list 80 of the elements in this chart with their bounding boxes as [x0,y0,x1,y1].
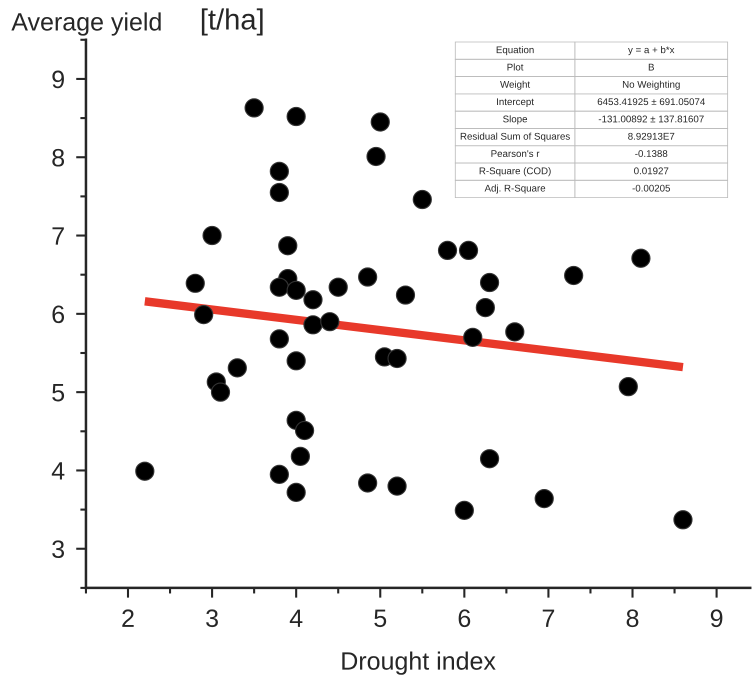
point [476,298,495,318]
point [358,267,378,287]
annotation: Intercept [497,98,534,108]
annotation: Plot [508,63,524,71]
point [210,382,230,402]
point [286,482,306,502]
point [480,272,500,292]
point [270,278,289,297]
annotation: No Weighting [622,80,680,90]
point [454,500,474,520]
point [618,377,638,396]
x-tick-label: 2 [122,609,134,627]
x-tick-label: 3 [206,609,218,628]
point [328,278,348,297]
annotation: -0.00205 [632,184,670,192]
point [673,510,693,530]
point [412,190,432,210]
annotation: Equation [496,46,534,56]
annotation: Adj. R-Square [484,184,546,194]
point [458,240,478,260]
y-tick-label: 5 [52,384,64,402]
y-tick-label: 7 [52,227,64,245]
point [228,358,247,378]
annotation: Pearson's r [491,150,540,158]
point [320,312,340,332]
annotation: -0.1388 [635,150,668,158]
point [244,98,264,118]
x-tick-label: 9 [710,609,722,628]
point [438,240,458,260]
annotation: Slope [503,115,528,124]
annotation: R-Square (COD) [480,167,551,176]
point [505,322,524,342]
annotation: 8.92913E7 [628,132,674,140]
x-tick-label: 5 [374,610,386,628]
point [278,236,298,256]
point [290,446,310,466]
point [480,449,500,468]
point [286,351,306,370]
point [270,182,289,202]
point [202,226,222,246]
point [366,146,386,166]
y-tick-label: 8 [52,148,64,167]
point [303,290,323,310]
point [135,462,154,481]
point [294,420,314,440]
y-tick-label: 9 [52,70,64,88]
y-tick-label: 6 [52,305,64,324]
point [387,348,407,368]
point [286,280,306,300]
y-tick-label: 3 [52,540,64,558]
point [270,162,289,181]
text: [t/ha] [202,8,263,36]
point [564,266,584,286]
point [463,328,482,347]
point [370,112,390,132]
point [186,274,205,293]
annotation: y = a + b*x [628,46,674,56]
point [270,464,289,484]
x-axis-title: Drought index [342,651,496,675]
point [286,106,306,126]
x-tick-label: 4 [290,610,302,627]
point [534,489,554,508]
point [270,329,289,349]
annotation: 6453.41925 ± 691.05074 [598,98,706,106]
annotation: Residual Sum of Squares [460,132,570,142]
point [631,248,651,268]
annotation: Weight [500,80,530,90]
point [194,305,214,324]
point [303,315,323,334]
x-tick-label: 7 [542,610,554,627]
annotation: B [648,64,654,70]
y-tick-label: 4 [52,462,64,480]
annotation: -131.00892 ± 137.81607 [598,116,704,122]
annotation: 0.01927 [634,167,668,174]
x-tick-label: 6 [458,609,470,628]
y-axis-title: Average yield [11,12,161,36]
x-tick-label: 8 [626,609,638,628]
point [358,473,378,493]
point [396,285,416,305]
point [387,476,407,496]
